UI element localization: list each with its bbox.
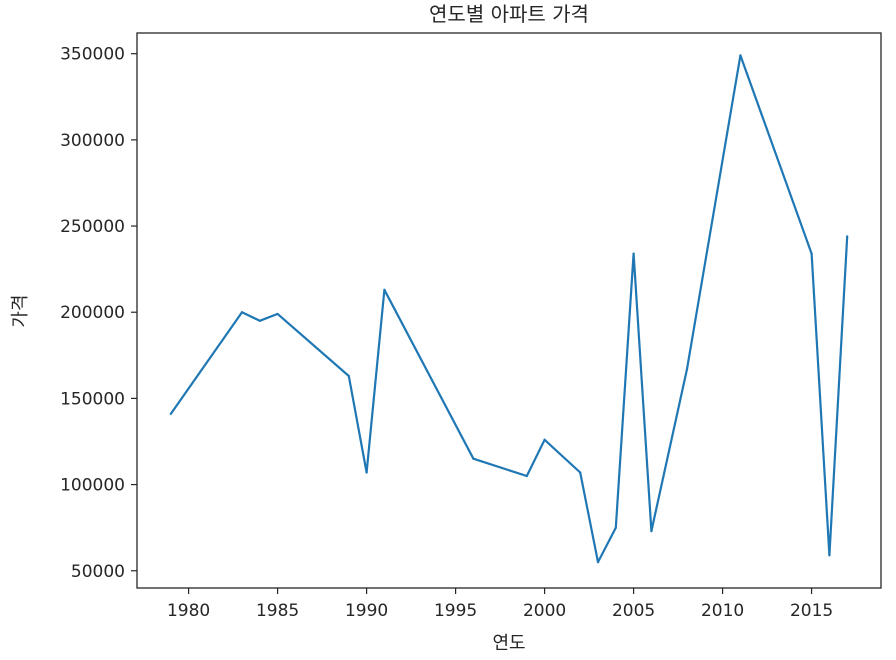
data-point (169, 412, 172, 416)
chart-title: 연도별 아파트 가격 (429, 2, 589, 26)
data-point (543, 438, 546, 441)
y-axis-title: 가격 (10, 294, 31, 327)
data-point (472, 457, 475, 460)
data-point (579, 471, 582, 474)
x-tick-label: 2010 (701, 601, 744, 621)
data-point (685, 368, 689, 371)
y-tick-label: 200000 (60, 303, 125, 323)
data-point (383, 288, 386, 291)
data-point (650, 530, 653, 533)
data-point (347, 374, 350, 378)
plot-area (136, 32, 882, 589)
x-tick-label: 2000 (523, 601, 566, 621)
data-point (240, 311, 244, 314)
series-layer (169, 54, 849, 564)
data-point (614, 526, 617, 529)
x-tick-label: 1980 (167, 601, 210, 621)
data-point (632, 252, 635, 255)
y-tick-label: 300000 (60, 131, 125, 151)
x-tick-label: 1985 (256, 601, 299, 621)
data-point (258, 319, 261, 322)
x-tick-label: 2005 (612, 601, 655, 621)
series-line (169, 54, 849, 564)
x-tick-label: 2015 (790, 601, 833, 621)
data-point (525, 474, 528, 478)
x-axis: 1980 1985 1990 1995 2000 2005 2010 2015 (167, 588, 833, 621)
y-tick-label: 350000 (60, 45, 125, 65)
y-axis: 50000 100000 150000 200000 250000 300000 35000… (60, 45, 137, 582)
data-point (810, 252, 813, 255)
data-point (276, 312, 279, 316)
y-tick-label: 250000 (60, 217, 125, 237)
data-point (739, 54, 742, 57)
y-tick-label: 150000 (60, 389, 125, 409)
data-point (828, 554, 831, 557)
y-tick-label: 50000 (71, 562, 125, 582)
data-point (596, 561, 600, 564)
data-point (846, 235, 849, 238)
data-point (365, 471, 368, 474)
x-tick-label: 1995 (434, 601, 477, 621)
x-tick-label: 1990 (345, 601, 388, 621)
y-tick-label: 100000 (60, 476, 125, 496)
x-axis-title: 연도 (492, 633, 525, 654)
